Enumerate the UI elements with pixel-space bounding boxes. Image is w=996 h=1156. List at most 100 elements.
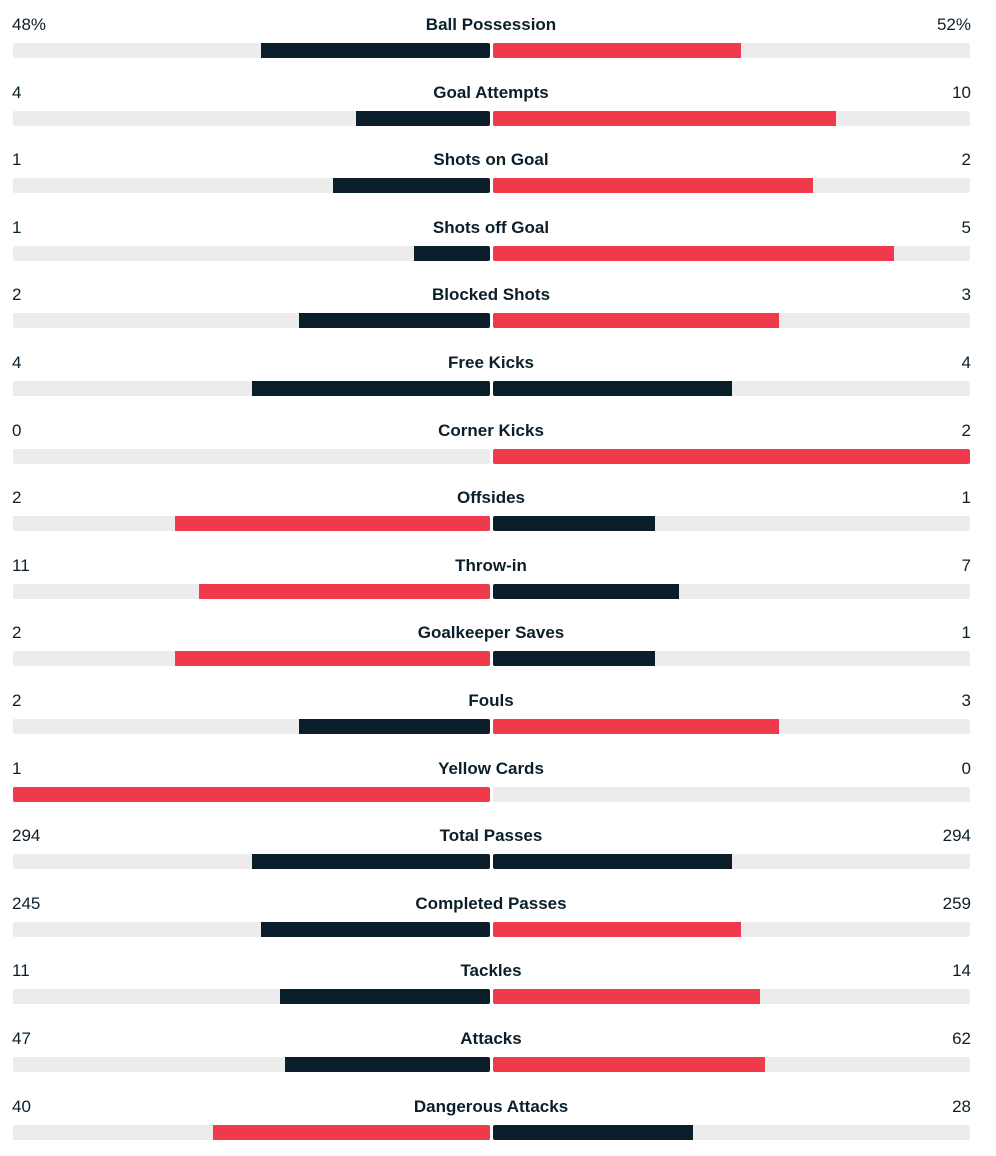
home-bar-fill xyxy=(213,1125,490,1140)
away-bar-track xyxy=(493,719,970,734)
home-value: 2 xyxy=(12,623,22,642)
home-bar-fill xyxy=(261,922,490,937)
stat-row: 0 Corner Kicks 2 xyxy=(0,406,996,466)
home-bar-track xyxy=(13,787,490,802)
home-bar-fill xyxy=(332,178,490,193)
home-bar-track xyxy=(13,1057,490,1072)
home-value: 294 xyxy=(12,826,41,845)
home-value: 2 xyxy=(12,691,22,710)
home-bar-fill xyxy=(299,719,490,734)
away-bar-track xyxy=(493,922,970,937)
stat-row: 1 Shots on Goal 2 xyxy=(0,135,996,195)
home-bar-track xyxy=(13,922,490,937)
home-bar-fill xyxy=(175,651,490,666)
home-value: 4 xyxy=(12,83,22,102)
home-bar-track xyxy=(13,246,490,261)
away-bar-track xyxy=(493,43,970,58)
away-value: 62 xyxy=(952,1029,971,1048)
stat-row: 4 Goal Attempts 10 xyxy=(0,68,996,128)
away-bar-track xyxy=(493,651,970,666)
home-bar-track xyxy=(13,651,490,666)
stat-label: Total Passes xyxy=(439,826,543,845)
stat-row: 48% Ball Possession 52% xyxy=(0,0,996,60)
home-value: 40 xyxy=(12,1097,31,1116)
home-value: 0 xyxy=(12,421,22,440)
away-value: 2 xyxy=(961,150,971,169)
stat-label: Throw-in xyxy=(455,556,527,575)
home-bar-fill xyxy=(356,111,490,126)
away-bar-fill xyxy=(493,381,732,396)
away-bar-track xyxy=(493,381,970,396)
stat-row: 40 Dangerous Attacks 28 xyxy=(0,1082,996,1142)
away-value: 2 xyxy=(961,421,971,440)
stat-row: 11 Tackles 14 xyxy=(0,946,996,1006)
home-bar-fill xyxy=(280,989,490,1004)
away-bar-fill xyxy=(493,449,970,464)
away-bar-track xyxy=(493,516,970,531)
home-bar-track xyxy=(13,584,490,599)
home-value: 1 xyxy=(12,759,22,778)
home-bar-fill xyxy=(413,246,490,261)
home-value: 2 xyxy=(12,285,22,304)
away-bar-fill xyxy=(493,1125,694,1140)
away-value: 294 xyxy=(942,826,971,845)
home-value: 1 xyxy=(12,150,22,169)
away-bar-fill xyxy=(493,516,656,531)
stat-label: Ball Possession xyxy=(425,15,557,34)
away-bar-track xyxy=(493,787,970,802)
away-bar-fill xyxy=(493,246,894,261)
stat-label: Completed Passes xyxy=(415,894,567,913)
home-value: 245 xyxy=(12,894,41,913)
away-value: 0 xyxy=(961,759,971,778)
stat-row: 2 Goalkeeper Saves 1 xyxy=(0,608,996,668)
stat-label: Shots off Goal xyxy=(432,218,550,237)
home-bar-track xyxy=(13,719,490,734)
home-value: 48% xyxy=(12,15,47,34)
away-bar-track xyxy=(493,1057,970,1072)
stat-row: 294 Total Passes 294 xyxy=(0,811,996,871)
away-bar-fill xyxy=(493,854,732,869)
home-value: 11 xyxy=(12,961,30,980)
away-bar-fill xyxy=(493,43,742,58)
stat-label: Attacks xyxy=(460,1029,522,1048)
away-bar-track xyxy=(493,1125,970,1140)
home-bar-fill xyxy=(251,854,490,869)
stat-label: Fouls xyxy=(468,691,514,710)
home-value: 2 xyxy=(12,488,22,507)
home-bar-fill xyxy=(251,381,490,396)
stat-row: 245 Completed Passes 259 xyxy=(0,879,996,939)
home-value: 1 xyxy=(12,218,22,237)
home-bar-track xyxy=(13,381,490,396)
stat-row: 4 Free Kicks 4 xyxy=(0,338,996,398)
stat-row: 47 Attacks 62 xyxy=(0,1014,996,1074)
stat-label: Dangerous Attacks xyxy=(413,1097,569,1116)
stat-row: 1 Yellow Cards 0 xyxy=(0,744,996,804)
away-value: 4 xyxy=(961,353,971,372)
away-value: 28 xyxy=(952,1097,971,1116)
home-bar-fill xyxy=(199,584,490,599)
away-value: 10 xyxy=(952,83,971,102)
away-bar-track xyxy=(493,246,970,261)
stat-label: Yellow Cards xyxy=(438,759,544,778)
away-bar-fill xyxy=(493,719,780,734)
away-bar-fill xyxy=(493,178,813,193)
stat-label: Goalkeeper Saves xyxy=(417,623,565,642)
away-value: 5 xyxy=(961,218,971,237)
away-bar-fill xyxy=(493,651,656,666)
away-value: 52% xyxy=(936,15,971,34)
stat-row: 1 Shots off Goal 5 xyxy=(0,203,996,263)
home-bar-track xyxy=(13,43,490,58)
home-bar-track xyxy=(13,1125,490,1140)
away-bar-fill xyxy=(493,584,680,599)
home-value: 4 xyxy=(12,353,22,372)
away-value: 259 xyxy=(942,894,971,913)
home-value: 47 xyxy=(12,1029,31,1048)
home-bar-track xyxy=(13,449,490,464)
away-value: 1 xyxy=(961,488,971,507)
home-bar-track xyxy=(13,854,490,869)
stat-row: 2 Fouls 3 xyxy=(0,676,996,736)
home-bar-fill xyxy=(261,43,490,58)
away-bar-fill xyxy=(493,989,761,1004)
away-bar-fill xyxy=(493,1057,765,1072)
